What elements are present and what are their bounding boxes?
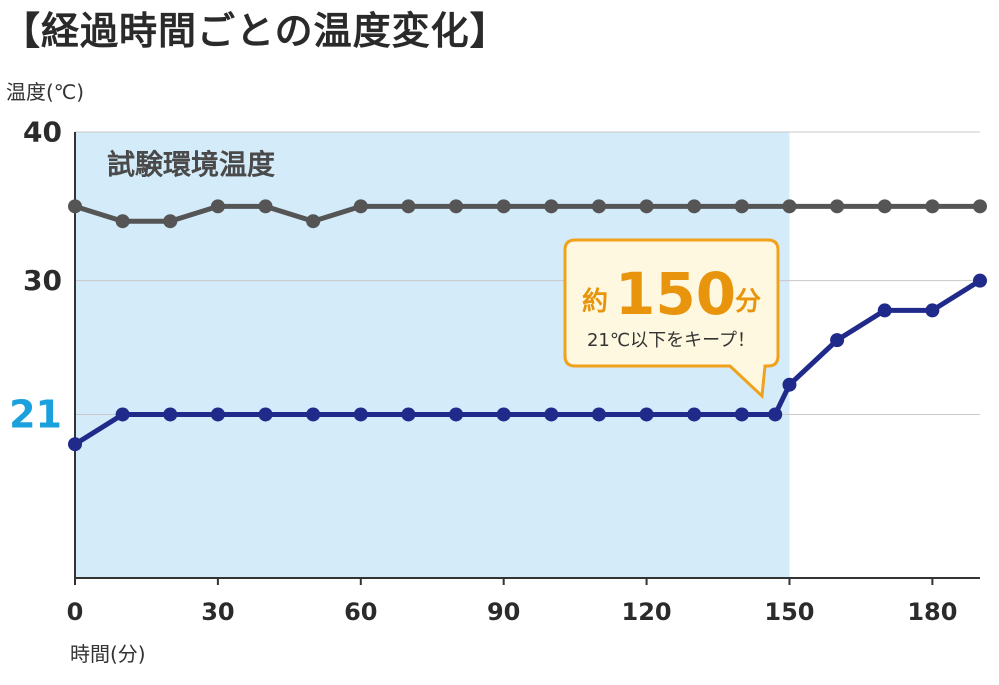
series-2-point xyxy=(639,407,654,422)
y-tick-label: 30 xyxy=(23,264,62,297)
x-tick-label: 90 xyxy=(487,598,520,626)
series-2-point xyxy=(68,437,82,452)
series-2-point xyxy=(163,407,178,422)
x-tick-label: 60 xyxy=(344,598,377,626)
series-1-point xyxy=(544,199,559,214)
series-1-point xyxy=(687,199,702,214)
series-1-point xyxy=(210,199,225,214)
series-1-point xyxy=(496,199,511,214)
series-1-point xyxy=(591,199,606,214)
x-tick-label: 30 xyxy=(201,598,234,626)
y-tick-label: 40 xyxy=(23,116,62,149)
series-2-point xyxy=(925,303,940,318)
series-1-point xyxy=(449,199,464,214)
x-axis-label: 時間(分) xyxy=(70,642,146,666)
shaded-region-label: 試験環境温度 xyxy=(107,148,275,181)
series-2-point xyxy=(782,377,797,392)
series-2-point xyxy=(544,407,559,422)
callout-value: 150 xyxy=(615,260,736,328)
series-2-point xyxy=(687,407,702,422)
series-2-point xyxy=(768,407,783,422)
chart-title: 【経過時間ごとの温度変化】 xyxy=(2,9,509,53)
series-2-point xyxy=(591,407,606,422)
x-tick-label: 150 xyxy=(764,598,814,626)
callout-text: 21℃以下をキープ！ xyxy=(587,330,755,351)
x-tick-label: 0 xyxy=(67,598,84,626)
series-2-point xyxy=(734,407,749,422)
series-2-point xyxy=(973,273,987,288)
series-1-point xyxy=(258,199,273,214)
series-1-point xyxy=(925,199,940,214)
series-1-point xyxy=(115,214,130,229)
y-tick-label: 21 xyxy=(9,392,62,436)
series-1-point xyxy=(830,199,845,214)
x-tick-label: 120 xyxy=(622,598,672,626)
callout-bubble xyxy=(563,238,780,400)
series-2-point xyxy=(496,407,511,422)
series-1-point xyxy=(639,199,654,214)
callout-suffix: 分 xyxy=(735,287,761,317)
series-2-point xyxy=(877,303,892,318)
series-2-point xyxy=(353,407,368,422)
series-2-point xyxy=(401,407,416,422)
callout-prefix: 約 xyxy=(582,286,608,317)
series-2-point xyxy=(830,333,845,348)
series-1-point xyxy=(973,199,987,214)
series-line-1 xyxy=(72,203,983,224)
series-2-point xyxy=(306,407,321,422)
y-axis-label: 温度(℃) xyxy=(6,80,85,104)
series-1-point xyxy=(353,199,368,214)
series-2-point xyxy=(449,407,464,422)
series-2-point xyxy=(210,407,225,422)
series-1-point xyxy=(163,214,178,229)
x-tick-label: 180 xyxy=(907,598,957,626)
series-2-point xyxy=(258,407,273,422)
series-1-point xyxy=(877,199,892,214)
series-1-point xyxy=(306,214,321,229)
series-1-point xyxy=(734,199,749,214)
series-2-point xyxy=(115,407,130,422)
series-1-point xyxy=(401,199,416,214)
series-1-point xyxy=(782,199,797,214)
series-1-point xyxy=(68,199,82,214)
